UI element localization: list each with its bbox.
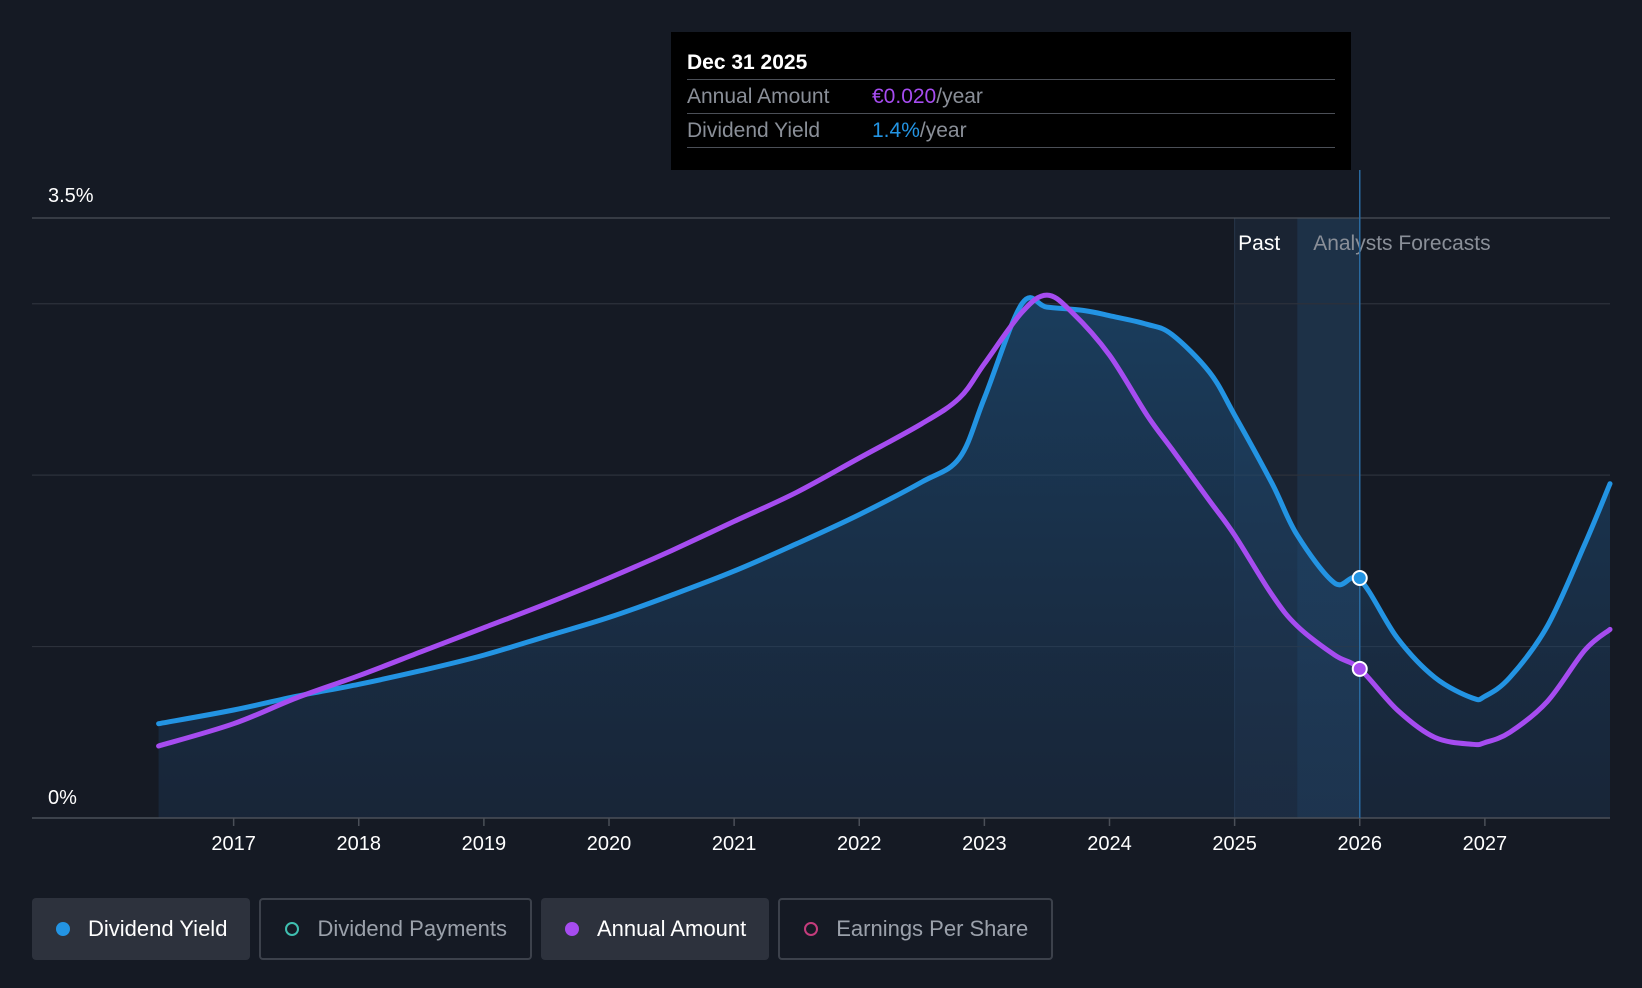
legend-label: Annual Amount [596,916,747,941]
tooltip-date: Dec 31 2025 [687,51,808,74]
y-tick-label: 0% [48,787,77,809]
tooltip-unit: /year [919,119,967,142]
x-tick-label: 2024 [1087,833,1132,855]
tooltip-row-annual-amount: Annual Amount €0.020 /year [687,79,1335,113]
legend-dividend-payments[interactable]: Dividend Payments [259,898,532,960]
legend-dot-icon [564,922,579,936]
x-tick-label: 2026 [1338,833,1383,855]
legend-label: Dividend Payments [317,916,507,941]
x-tick-label: 2027 [1463,833,1508,855]
x-tick-label: 2023 [962,833,1007,855]
annual-amount-point [1351,660,1368,677]
legend-annual-amount[interactable]: Annual Amount [540,898,770,960]
x-tick-label: 2018 [337,833,382,855]
y-tick-label: 3.5% [48,185,94,207]
past-label: Past [1238,232,1280,255]
tooltip-unit: /year [936,85,983,108]
annual-amount-line [156,292,1613,749]
tooltip-value-dividend-yield: 1.4% [872,119,920,142]
dividend-yield-point [1351,570,1368,586]
tooltip-row-dividend-yield: Dividend Yield 1.4% /year [687,113,1335,148]
dividend-yield-area [158,297,1611,819]
chart-legend: Dividend Yield Dividend Payments Annual … [32,898,1054,960]
x-tick-label: 2017 [211,833,256,855]
legend-label: Dividend Yield [88,916,228,941]
x-tick-label: 2025 [1212,833,1257,855]
legend-dividend-yield[interactable]: Dividend Yield [32,898,251,960]
tooltip-label: Dividend Yield [687,119,821,142]
legend-dot-icon [804,922,819,936]
legend-dot-icon [56,922,70,936]
tooltip-value-annual-amount: €0.020 [872,85,937,108]
legend-earnings-per-share[interactable]: Earnings Per Share [778,898,1054,960]
chart-tooltip: Dec 31 2025 Annual Amount €0.020 /year D… [671,32,1351,170]
tooltip-label: Annual Amount [687,85,830,108]
x-tick-label: 2019 [462,833,507,855]
x-tick-label: 2021 [712,833,757,855]
analysts-forecasts-label: Analysts Forecasts [1313,232,1490,255]
legend-label: Earnings Per Share [836,916,1029,941]
legend-dot-icon [285,922,300,936]
x-tick-label: 2022 [837,833,882,855]
x-tick-label: 2020 [587,833,632,855]
